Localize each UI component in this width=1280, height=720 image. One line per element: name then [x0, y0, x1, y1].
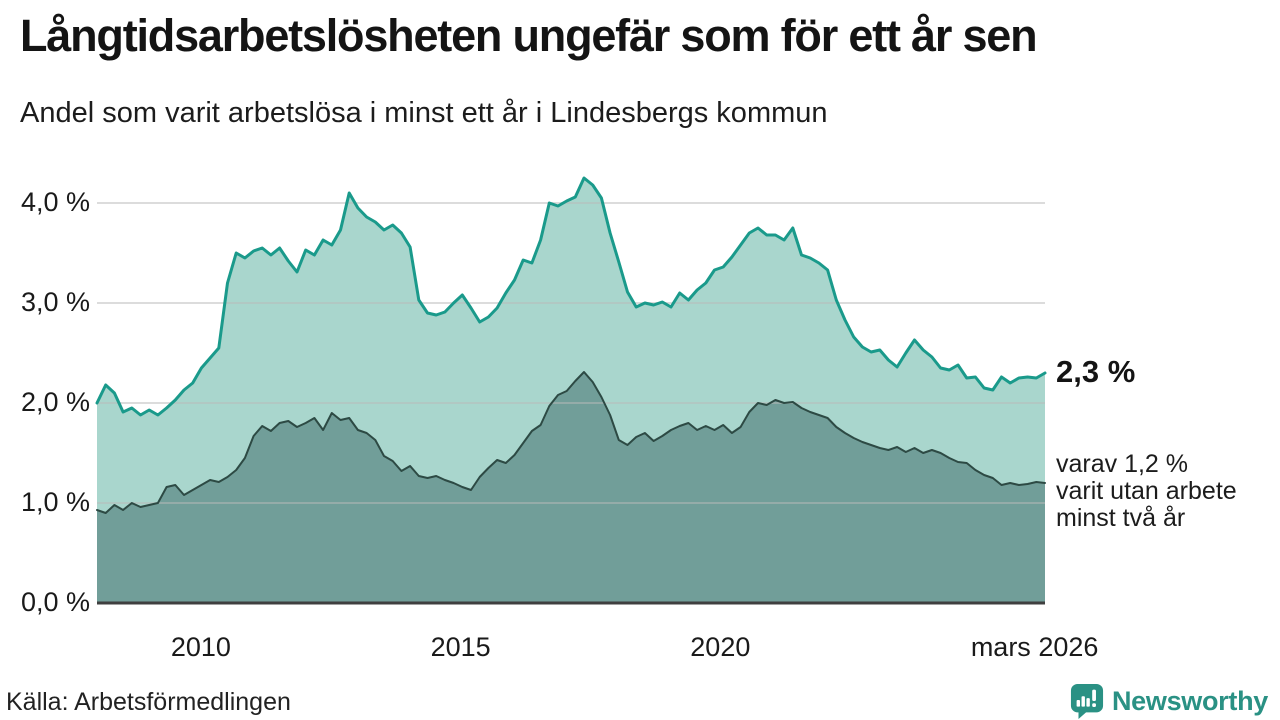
y-tick-label: 1,0 % — [20, 487, 90, 517]
newsworthy-bubble-icon — [1070, 684, 1104, 719]
note-line-2: varit utan arbete — [1056, 477, 1237, 505]
chart-subtitle: Andel som varit arbetslösa i minst ett å… — [20, 97, 828, 129]
x-tick-label: mars 2026 — [970, 632, 1099, 662]
y-tick-label: 4,0 % — [20, 187, 90, 217]
note-line-1: varav 1,2 % — [1056, 450, 1189, 478]
area-fill-series-2 — [97, 372, 1045, 603]
line-series-1 — [95, 176, 1047, 417]
x-tick-label: 2020 — [690, 632, 751, 662]
y-tick-label: 0,0 % — [20, 587, 90, 617]
x-tick-label: 2015 — [430, 632, 491, 662]
page-title: Långtidsarbetslösheten ungefär som för e… — [20, 10, 1038, 61]
newsworthy-logo: Newsworthy — [1070, 683, 1268, 719]
source-attribution: Källa: Arbetsförmedlingen — [6, 688, 291, 716]
y-tick-label: 2,0 % — [20, 387, 90, 417]
secondary-series-note: varav 1,2 % varit utan arbete minst två … — [1056, 451, 1237, 532]
y-tick-label: 3,0 % — [20, 287, 90, 317]
note-line-3: minst två år — [1056, 504, 1186, 532]
x-tick-label: 2010 — [170, 632, 231, 662]
newsworthy-wordmark: Newsworthy — [1111, 685, 1268, 716]
latest-value-label: 2,3 % — [1056, 354, 1136, 389]
line-series-2 — [96, 371, 1046, 514]
